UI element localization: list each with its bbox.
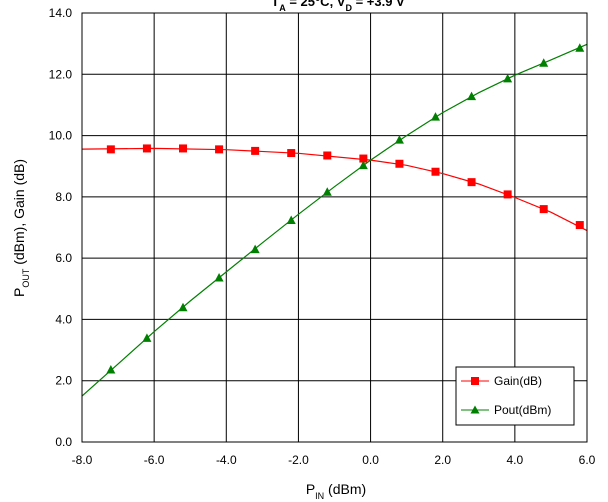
gain-point	[215, 145, 224, 154]
gain-point	[503, 190, 512, 199]
gain-point	[359, 154, 368, 163]
legend-pout-marker	[470, 405, 480, 414]
pout-point	[503, 73, 513, 83]
series-layer	[82, 43, 587, 397]
pout-point	[106, 364, 116, 374]
gain-point	[142, 144, 151, 153]
y-tick-label: 14.0	[49, 6, 73, 20]
gain-point	[431, 167, 440, 176]
pout-point	[142, 333, 152, 342]
y-tick-label: 6.0	[55, 251, 72, 265]
gain-point	[251, 146, 260, 155]
legend-item-gain: Gain(dB)	[461, 374, 542, 388]
gain-point	[287, 149, 296, 158]
plot-frame	[81, 12, 588, 443]
legend: Gain(dB) Pout(dBm)	[455, 366, 575, 426]
series-gain	[82, 144, 587, 232]
x-tick-label: -2.0	[288, 453, 309, 467]
x-tick-label: 0.0	[362, 453, 379, 467]
legend-box	[455, 366, 575, 426]
legend-gain-label: Gain(dB)	[494, 374, 542, 388]
pout-point	[575, 43, 585, 52]
pout-point	[322, 187, 332, 196]
pout-point	[358, 160, 368, 170]
pout-point	[286, 215, 296, 224]
gain-point	[467, 178, 476, 187]
gain-point	[106, 145, 115, 154]
y-tick-label: 8.0	[55, 190, 72, 204]
series-line	[82, 147, 587, 232]
gain-point	[395, 159, 404, 168]
x-tick-label: 4.0	[507, 453, 524, 467]
series-pout	[82, 43, 587, 397]
x-tick-label: -6.0	[144, 453, 165, 467]
y-tick-label: 4.0	[55, 312, 72, 326]
gain-point	[575, 221, 584, 230]
x-tick-label: -4.0	[216, 453, 237, 467]
y-tick-label: 12.0	[49, 67, 73, 81]
pout-point	[178, 302, 188, 312]
x-axis-title: PIN (dBm)	[306, 481, 366, 501]
x-tick-label: 6.0	[579, 453, 596, 467]
y-tick-label: 10.0	[49, 129, 73, 143]
x-tick-labels: -8.0 -6.0 -4.0 -2.0 0.0 2.0 4.0 6.0	[72, 453, 596, 467]
legend-item-pout: Pout(dBm)	[461, 403, 551, 417]
gain-point	[323, 151, 332, 160]
y-axis-title: POUT (dBm), Gain (dB)	[11, 159, 31, 297]
legend-gain-marker	[471, 377, 479, 385]
chart-title: TA = 25°C, VD = +3.9 V	[271, 0, 405, 13]
gain-point	[179, 144, 187, 153]
y-tick-label: 2.0	[55, 374, 72, 388]
grid	[82, 13, 587, 442]
pout-point	[467, 91, 477, 101]
y-tick-label: 0.0	[55, 435, 72, 449]
pout-point	[394, 135, 404, 144]
gain-point	[539, 205, 548, 214]
pout-point	[431, 112, 440, 121]
series-line	[82, 43, 587, 397]
x-tick-label: 2.0	[434, 453, 451, 467]
legend-pout-label: Pout(dBm)	[494, 403, 551, 417]
y-tick-labels: 0.0 2.0 4.0 6.0 8.0 10.0 12.0 14.0	[49, 6, 73, 449]
pout-point	[539, 58, 549, 67]
x-tick-label: -8.0	[72, 453, 93, 467]
pout-point	[250, 244, 260, 254]
pout-point	[214, 273, 224, 282]
